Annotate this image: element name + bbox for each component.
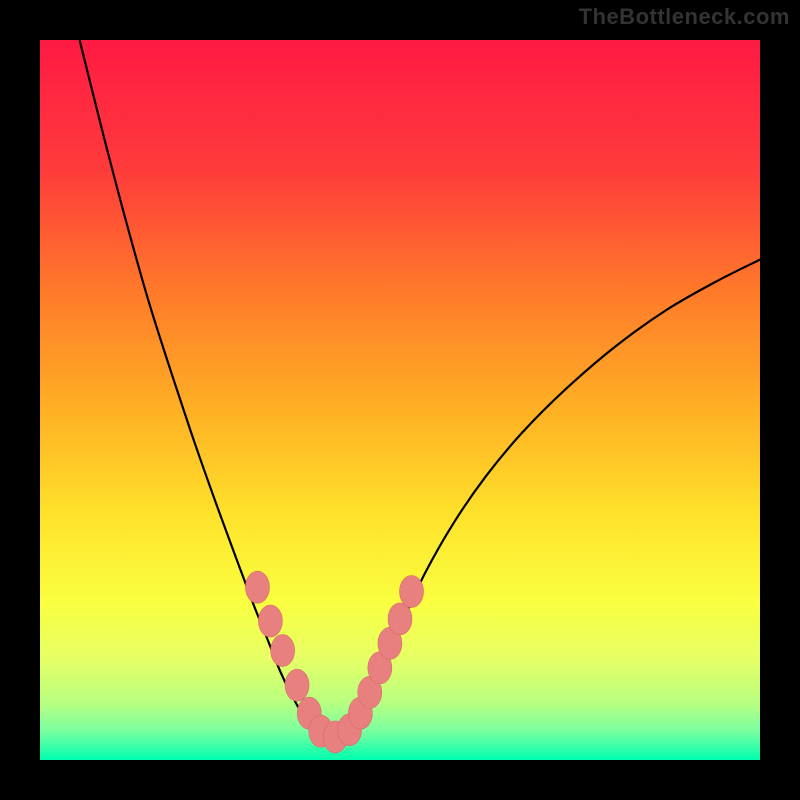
- plot-area: [40, 40, 760, 760]
- curve-marker: [388, 603, 412, 635]
- curve-marker: [285, 669, 309, 701]
- curve-marker: [245, 571, 269, 603]
- chart-canvas: TheBottleneck.com: [0, 0, 800, 800]
- curve-marker: [400, 576, 424, 608]
- curve-marker: [271, 635, 295, 667]
- watermark-text: TheBottleneck.com: [579, 4, 790, 30]
- plot-svg: [40, 40, 760, 760]
- curve-marker: [258, 605, 282, 637]
